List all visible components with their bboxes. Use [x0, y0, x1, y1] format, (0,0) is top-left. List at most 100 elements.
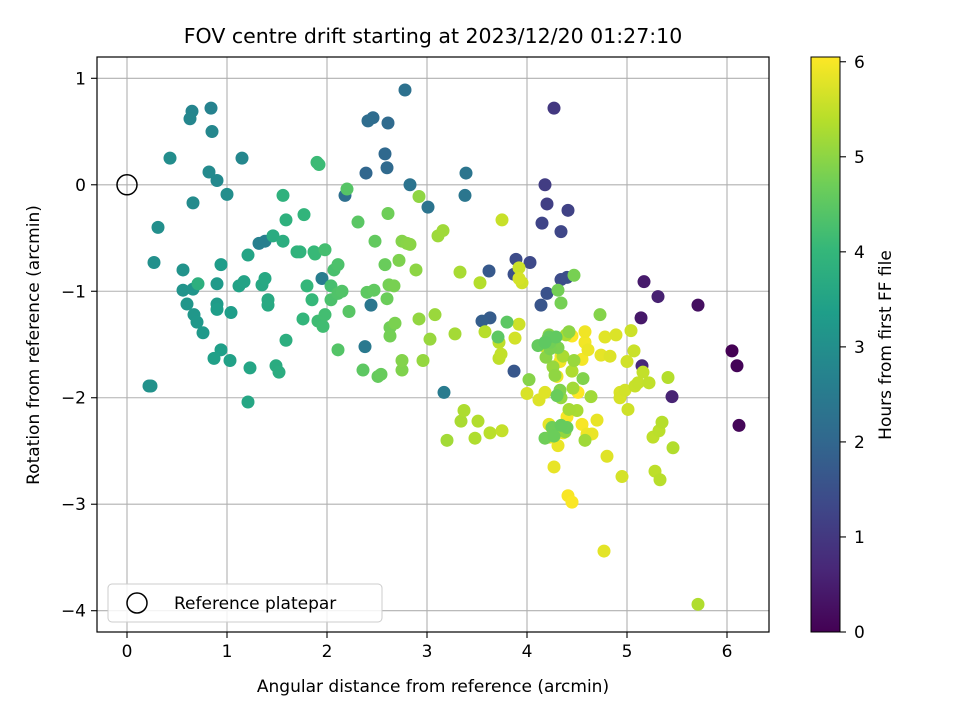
data-point [554, 418, 568, 432]
data-point [512, 261, 526, 275]
data-point [387, 279, 401, 293]
chart-title: FOV centre drift starting at 2023/12/20 … [184, 24, 683, 48]
data-point [210, 174, 224, 188]
data-point [547, 101, 561, 115]
data-point [538, 335, 552, 349]
plot-frame [96, 56, 770, 633]
data-point [535, 216, 549, 230]
data-point [495, 213, 509, 227]
data-point [412, 312, 426, 326]
data-point [453, 265, 467, 279]
y-tick-label: −4 [61, 602, 86, 622]
data-point [666, 441, 680, 455]
data-point [512, 271, 526, 285]
x-tick-label: 5 [622, 642, 633, 662]
data-point [381, 116, 395, 130]
colorbar-tick-label: 5 [854, 148, 865, 168]
data-point [305, 293, 319, 307]
data-point [381, 207, 395, 221]
data-point [491, 330, 505, 344]
data-point [547, 460, 561, 474]
data-point [276, 234, 290, 248]
data-point [512, 317, 526, 331]
data-point [421, 200, 435, 214]
data-point [631, 376, 645, 390]
data-point [368, 234, 382, 248]
data-point [500, 315, 514, 329]
data-point [358, 340, 372, 354]
data-point [578, 433, 592, 447]
data-point [597, 544, 611, 558]
data-point [272, 365, 286, 379]
data-point [318, 243, 332, 257]
data-point [448, 327, 462, 341]
data-point [561, 203, 575, 217]
data-point [458, 188, 472, 202]
data-point [494, 347, 508, 361]
data-point [361, 114, 375, 128]
data-point [241, 248, 255, 262]
data-point [567, 353, 581, 367]
data-point [151, 220, 165, 234]
data-point [615, 470, 629, 484]
data-point [618, 383, 632, 397]
data-point [554, 296, 568, 310]
data-point [340, 182, 354, 196]
y-tick-label: 1 [75, 69, 86, 89]
data-point [522, 373, 536, 387]
colorbar: 0 1 2 3 4 5 6 Hours from first FF file [810, 53, 896, 643]
data-point [642, 376, 656, 390]
data-point [562, 402, 576, 416]
data-point [549, 330, 563, 344]
data-point [598, 330, 612, 344]
y-tick-label: −1 [61, 282, 86, 302]
data-point [210, 302, 224, 316]
x-tick-label: 0 [122, 642, 133, 662]
data-point [538, 385, 552, 399]
data-point [624, 324, 638, 338]
data-point [691, 298, 705, 312]
x-tick-label: 2 [322, 642, 333, 662]
data-point [351, 215, 365, 229]
data-point [457, 404, 471, 418]
data-point [609, 328, 623, 342]
colorbar-strip [810, 56, 841, 633]
data-point [279, 333, 293, 347]
data-point [331, 343, 345, 357]
data-point [308, 247, 322, 261]
data-point [300, 279, 314, 293]
data-point [318, 308, 332, 322]
data-point [540, 286, 554, 300]
data-point [538, 178, 552, 192]
data-point [266, 229, 280, 243]
data-point [220, 187, 234, 201]
data-point [297, 208, 311, 222]
data-point [237, 275, 251, 289]
data-point [315, 271, 329, 285]
data-point [459, 166, 473, 180]
data-point [691, 597, 705, 611]
data-point [651, 290, 665, 304]
data-point [437, 385, 451, 399]
data-point [593, 308, 607, 322]
data-point [279, 213, 293, 227]
data-point [600, 449, 614, 463]
data-point [473, 276, 487, 290]
data-point [383, 329, 397, 343]
data-point [482, 264, 496, 278]
data-point [661, 371, 675, 385]
data-point [732, 418, 746, 432]
data-point [335, 284, 349, 298]
data-point [207, 351, 221, 365]
colorbar-tick-label: 0 [854, 623, 865, 643]
data-point [367, 283, 381, 297]
data-point [565, 364, 579, 378]
data-point [403, 237, 417, 251]
legend-marker [126, 592, 148, 614]
data-point [478, 325, 492, 339]
data-point [342, 304, 356, 318]
scatter-points [142, 83, 746, 611]
data-point [550, 389, 564, 403]
data-point [534, 298, 548, 312]
data-point [634, 311, 648, 325]
